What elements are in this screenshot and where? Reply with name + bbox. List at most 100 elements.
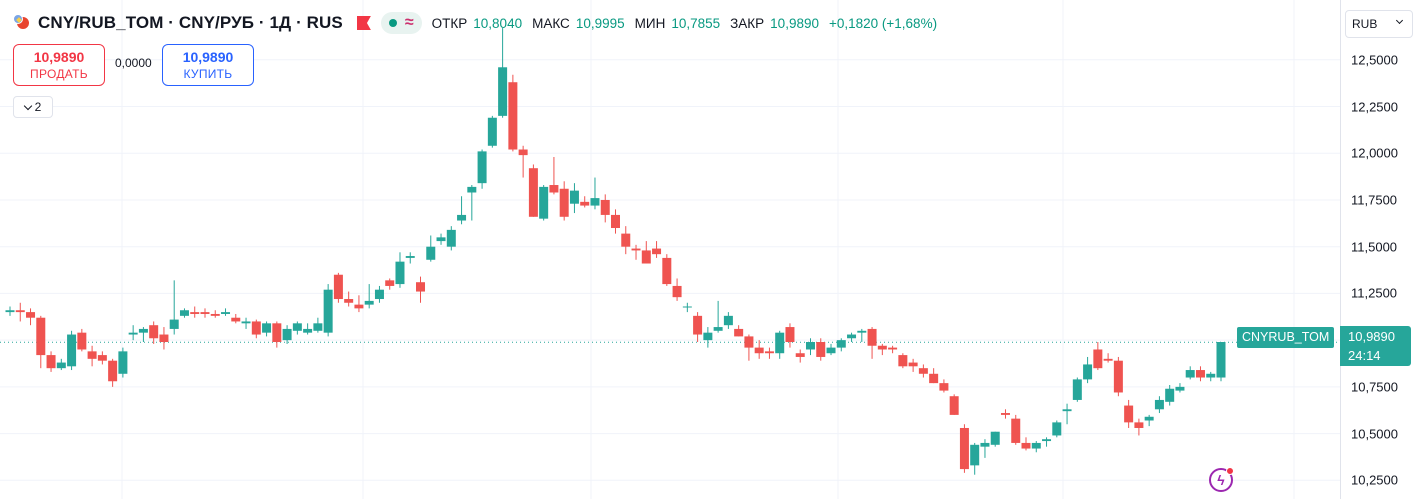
- candle: [918, 364, 928, 378]
- candle: [333, 272, 343, 303]
- candle: [251, 319, 261, 339]
- candle: [826, 343, 836, 356]
- candle: [1083, 356, 1093, 384]
- close-value: 10,9890: [770, 15, 819, 31]
- candle: [549, 156, 559, 195]
- sell-button[interactable]: 10,9890 ПРОДАТЬ: [13, 44, 105, 86]
- candle: [693, 312, 703, 343]
- candle: [457, 196, 467, 225]
- candle: [128, 325, 138, 341]
- low-value: 10,7855: [671, 15, 721, 31]
- candle: [703, 327, 713, 348]
- currency-select[interactable]: RUB: [1345, 10, 1413, 38]
- candle: [580, 196, 590, 208]
- candle: [5, 306, 15, 316]
- candle: [611, 209, 620, 234]
- price-tick-label: 10,7500: [1351, 379, 1398, 395]
- candle: [46, 351, 56, 372]
- price-tick-label: 12,0000: [1351, 145, 1398, 161]
- candle: [1185, 366, 1195, 380]
- candle: [1175, 383, 1185, 393]
- candle: [1011, 414, 1021, 445]
- candle: [15, 302, 25, 322]
- indicators-toggle-button[interactable]: 2: [13, 96, 53, 118]
- candle: [631, 244, 641, 260]
- candle: [97, 351, 107, 365]
- buy-label: КУПИТЬ: [183, 67, 233, 81]
- candle: [1216, 342, 1226, 382]
- candle: [385, 278, 395, 290]
- candle: [108, 358, 118, 387]
- candle: [744, 334, 754, 361]
- candle: [898, 353, 908, 369]
- candle: [87, 345, 97, 367]
- candle: [190, 306, 200, 318]
- candle: [467, 185, 477, 221]
- candle: [929, 368, 939, 384]
- price-tick-label: 11,5000: [1351, 239, 1398, 255]
- candle: [970, 442, 980, 475]
- candle: [179, 308, 189, 318]
- flag-icon[interactable]: [356, 16, 371, 30]
- candle: [446, 226, 456, 251]
- candle: [416, 276, 426, 303]
- close-label: ЗАКР: [730, 15, 765, 31]
- indicators-count: 2: [34, 100, 42, 114]
- candle: [1113, 356, 1123, 397]
- price-axis[interactable]: RUB 12,5000 12,2500 12,0000 11,7500 11,5000 1…: [1340, 0, 1418, 499]
- currency-pair-flags-icon: [12, 13, 32, 33]
- candle: [221, 308, 231, 316]
- candle: [508, 74, 518, 152]
- candle: [857, 328, 867, 343]
- candle: [816, 338, 826, 361]
- candle: [1195, 366, 1205, 382]
- symbol-title[interactable]: CNY/RUB_TOM · CNY/РУБ · 1Д · RUS: [38, 13, 343, 32]
- market-status[interactable]: ≈: [380, 12, 422, 34]
- candle: [949, 394, 959, 415]
- candle: [888, 345, 898, 354]
- candle: [652, 241, 662, 258]
- candle: [734, 325, 744, 337]
- candle: [959, 424, 969, 473]
- price-tick-label: 10,2500: [1351, 472, 1398, 488]
- price-tick-label: 11,2500: [1351, 285, 1398, 301]
- lightning-icon[interactable]: ϟ: [1209, 467, 1234, 492]
- candle: [662, 254, 672, 286]
- low-label: МИН: [634, 15, 666, 31]
- candle: [1000, 409, 1010, 419]
- candle: [1103, 353, 1113, 363]
- candle: [210, 310, 220, 318]
- candle: [539, 185, 549, 221]
- last-price-label: 10,9890 24:14: [1340, 326, 1411, 366]
- candle: [364, 284, 374, 309]
- candle: [980, 439, 990, 458]
- candle: [138, 327, 148, 343]
- spread-value: 0,0000: [115, 56, 152, 70]
- symbol-legend: CNY/RUB_TOM · CNY/РУБ · 1Д · RUS ≈ ОТКР …: [12, 10, 941, 36]
- candle: [877, 343, 887, 356]
- candle: [292, 321, 302, 335]
- candle: [528, 164, 538, 217]
- open-value: 10,8040: [473, 15, 523, 31]
- ohlc-values: ОТКР 10,8040 МАКС 10,9995 МИН 10,7855 ЗА…: [432, 16, 941, 31]
- candle: [405, 252, 415, 264]
- currency-label: RUB: [1352, 17, 1378, 31]
- candle: [764, 347, 774, 359]
- sell-label: ПРОДАТЬ: [30, 67, 88, 81]
- candle: [600, 194, 610, 223]
- candle: [426, 235, 436, 262]
- candle: [836, 338, 846, 352]
- sell-price: 10,9890: [33, 49, 85, 65]
- delayed-data-icon: ≈: [404, 14, 414, 31]
- symbol-price-tag: CNYRUB_TOM: [1237, 327, 1335, 348]
- candle: [344, 291, 354, 307]
- buy-button[interactable]: 10,9890 КУПИТЬ: [162, 44, 254, 86]
- candlestick-chart[interactable]: [0, 0, 1340, 499]
- bar-countdown: 24:14: [1348, 348, 1381, 363]
- chart-pane[interactable]: CNY/RUB_TOM · CNY/РУБ · 1Д · RUS ≈ ОТКР …: [0, 0, 1340, 499]
- price-tick-label: 12,2500: [1351, 99, 1398, 115]
- candle: [262, 321, 272, 337]
- candle: [723, 312, 733, 329]
- candle: [672, 278, 682, 301]
- candle: [1124, 399, 1134, 428]
